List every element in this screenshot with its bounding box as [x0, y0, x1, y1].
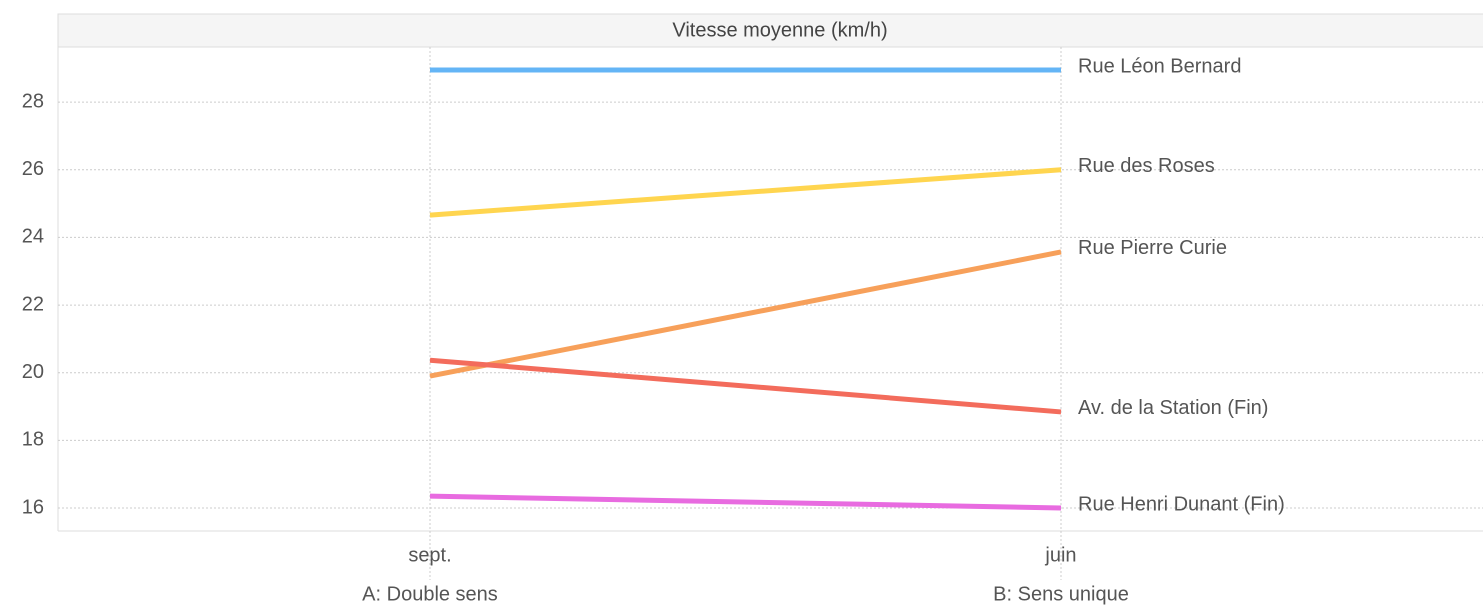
series-label: Rue Pierre Curie	[1078, 237, 1227, 259]
y-tick-label: 26	[22, 158, 44, 180]
x-sublabel: A: Double sens	[362, 583, 498, 605]
y-tick-label: 24	[22, 226, 44, 248]
x-tick-label: juin	[1044, 544, 1076, 566]
chart-title: Vitesse moyenne (km/h)	[672, 19, 887, 41]
y-tick-label: 16	[22, 496, 44, 518]
series-line	[429, 249, 1062, 379]
y-tick-label: 28	[22, 90, 44, 112]
series-label: Rue Léon Bernard	[1078, 55, 1241, 77]
x-sublabel: B: Sens unique	[993, 583, 1129, 605]
header-bar	[57, 13, 1483, 48]
y-tick-label: 18	[22, 429, 44, 451]
series-line	[429, 357, 1062, 415]
series-label: Av. de la Station (Fin)	[1078, 397, 1268, 419]
x-tick-label: sept.	[408, 544, 451, 566]
series-label: Rue des Roses	[1078, 155, 1215, 177]
series-line	[429, 493, 1062, 511]
y-tick-label: 22	[22, 293, 44, 315]
y-tick-label: 20	[22, 361, 44, 383]
series-line	[429, 167, 1062, 218]
series-label: Rue Henri Dunant (Fin)	[1078, 493, 1285, 515]
